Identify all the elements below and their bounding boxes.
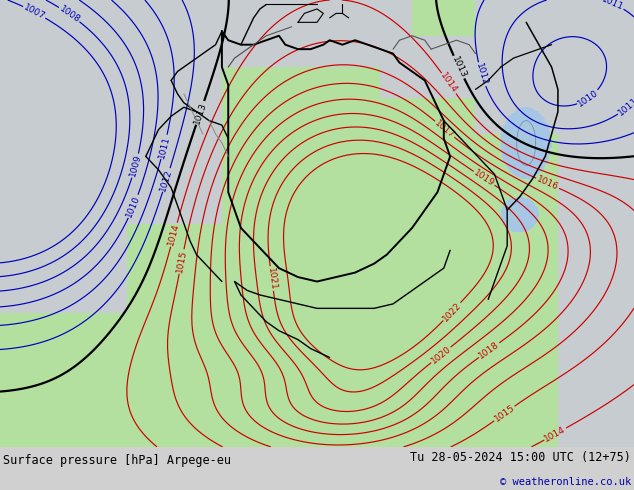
Text: 1010: 1010 xyxy=(125,194,142,219)
Text: 1022: 1022 xyxy=(441,300,463,323)
Text: 1021: 1021 xyxy=(266,267,278,291)
Text: 1020: 1020 xyxy=(429,344,453,366)
Text: 1011: 1011 xyxy=(616,96,634,118)
Text: 1008: 1008 xyxy=(57,4,81,24)
Text: 1012: 1012 xyxy=(474,62,489,87)
Text: 1018: 1018 xyxy=(477,340,501,361)
Text: 1014: 1014 xyxy=(167,222,181,247)
Text: 1013: 1013 xyxy=(450,55,468,79)
Polygon shape xyxy=(506,206,521,223)
Text: Tu 28-05-2024 15:00 UTC (12+75): Tu 28-05-2024 15:00 UTC (12+75) xyxy=(410,451,631,464)
Text: 1015: 1015 xyxy=(493,403,516,424)
Text: © weatheronline.co.uk: © weatheronline.co.uk xyxy=(500,477,631,487)
Text: Surface pressure [hPa] Arpege-eu: Surface pressure [hPa] Arpege-eu xyxy=(3,454,231,467)
Text: 1009: 1009 xyxy=(128,153,143,178)
Text: 1015: 1015 xyxy=(175,249,188,273)
Text: 1019: 1019 xyxy=(472,168,496,189)
Text: 1013: 1013 xyxy=(192,100,208,125)
Text: 1007: 1007 xyxy=(22,3,46,22)
Text: 1017: 1017 xyxy=(433,119,456,140)
Text: 1011: 1011 xyxy=(600,0,624,12)
Text: 1016: 1016 xyxy=(535,174,560,192)
Text: 1014: 1014 xyxy=(543,425,567,443)
Text: 1010: 1010 xyxy=(576,88,600,108)
Text: 1012: 1012 xyxy=(158,168,174,192)
Text: 1011: 1011 xyxy=(157,135,171,159)
Text: 1014: 1014 xyxy=(439,72,459,95)
Polygon shape xyxy=(517,121,536,165)
